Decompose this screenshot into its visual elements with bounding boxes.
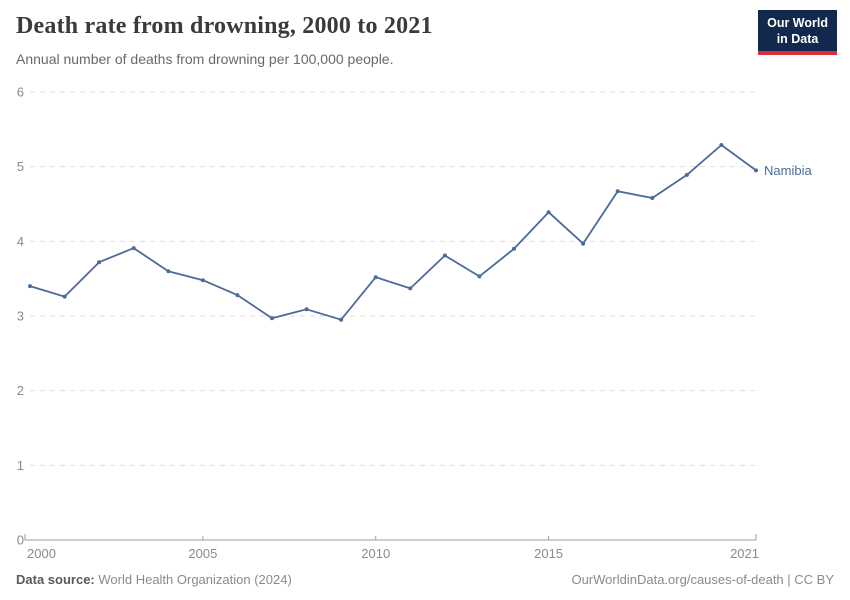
data-source-value: World Health Organization (2024) [98,572,292,587]
x-tick-label: 2021 [730,546,759,561]
data-source-label: Data source: [16,572,95,587]
data-point[interactable] [512,246,516,251]
data-point[interactable] [615,189,620,194]
y-tick-label: 1 [17,458,24,473]
data-point[interactable] [581,241,586,246]
y-tick-label: 5 [17,159,24,174]
x-tick-label: 2000 [27,546,56,561]
y-tick-label: 2 [17,383,24,398]
x-tick-label: 2005 [188,546,217,561]
x-tick-label: 2015 [534,546,563,561]
data-point[interactable] [131,246,136,251]
chart-footer: Data source: World Health Organization (… [16,572,834,587]
data-point[interactable] [166,269,171,274]
data-point[interactable] [270,316,274,321]
data-point[interactable] [546,210,551,215]
data-point[interactable] [62,294,67,299]
data-point[interactable] [650,196,655,200]
logo-line-1: Our World [767,16,828,30]
data-point[interactable] [339,317,344,322]
logo-line-2: in Data [776,32,819,46]
data-point[interactable] [719,143,724,147]
series-label: Namibia [764,163,812,178]
data-point[interactable] [754,168,758,173]
page-title: Death rate from drowning, 2000 to 2021 [16,13,433,39]
data-point[interactable] [684,172,689,177]
owid-logo[interactable]: Our World in Data [758,10,837,55]
data-point[interactable] [304,307,309,312]
y-tick-label: 4 [17,234,24,249]
license-link[interactable]: OurWorldinData.org/causes-of-death | CC … [571,572,834,587]
x-tick-label: 2010 [361,546,390,561]
y-tick-label: 0 [17,533,24,548]
series-line[interactable] [29,144,757,321]
data-point[interactable] [235,293,240,298]
data-source: Data source: World Health Organization (… [16,572,292,587]
y-tick-label: 6 [17,85,24,100]
data-point[interactable] [408,286,413,291]
data-point[interactable] [477,274,482,279]
data-point[interactable] [200,278,205,283]
data-point[interactable] [97,260,102,265]
y-tick-label: 3 [17,309,24,324]
data-point[interactable] [373,275,378,280]
data-point[interactable] [28,284,32,289]
data-point[interactable] [442,253,447,258]
chart-subtitle: Annual number of deaths from drowning pe… [16,51,394,67]
